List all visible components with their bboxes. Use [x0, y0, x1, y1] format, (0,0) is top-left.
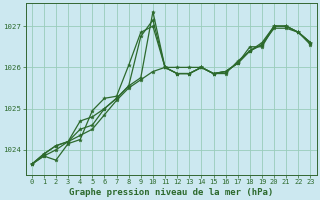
X-axis label: Graphe pression niveau de la mer (hPa): Graphe pression niveau de la mer (hPa): [69, 188, 273, 197]
